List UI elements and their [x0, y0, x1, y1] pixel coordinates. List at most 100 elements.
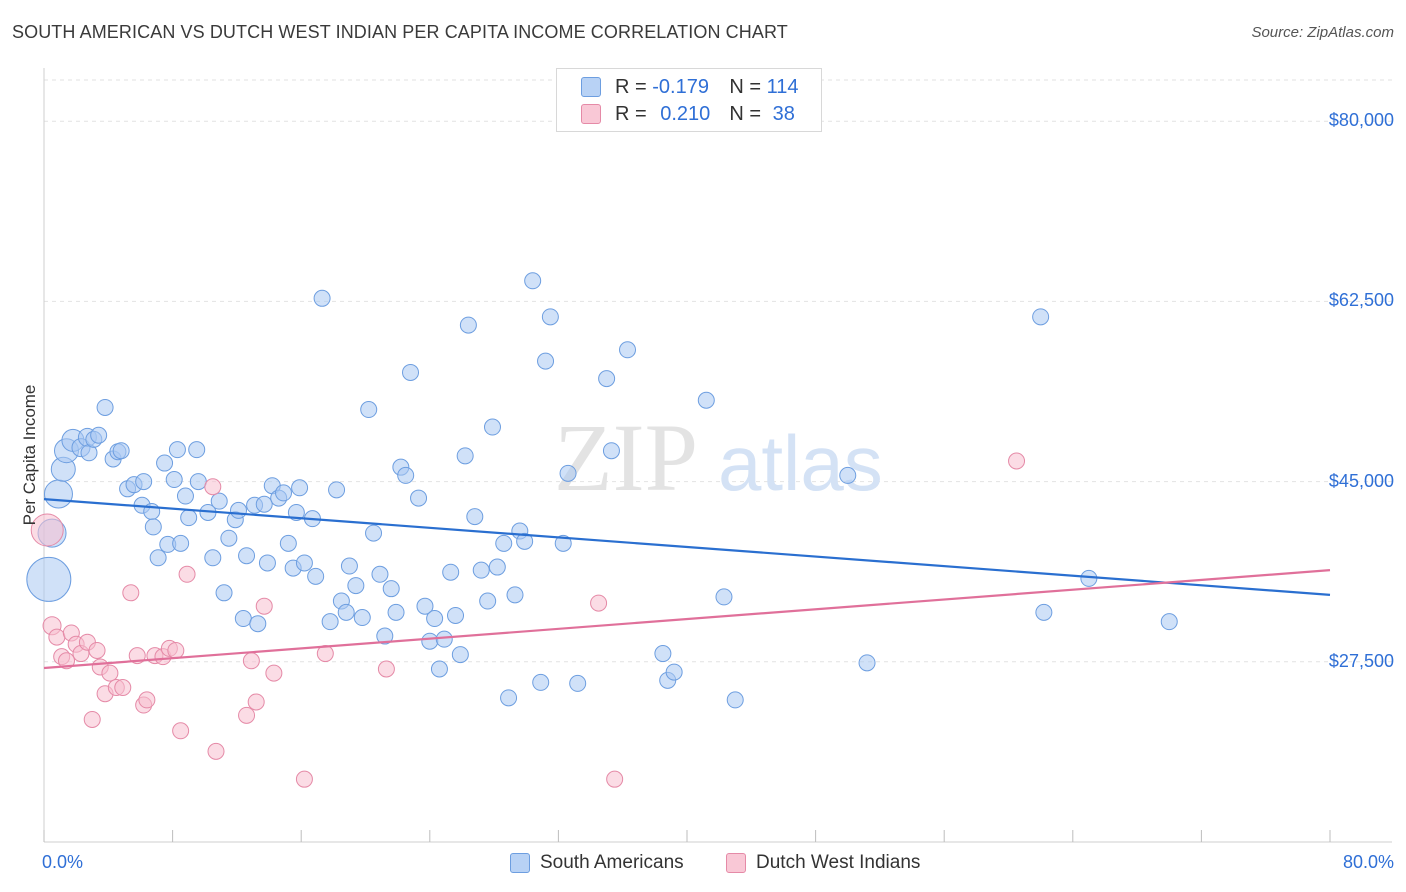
data-point [337, 603, 355, 621]
legend-series-name: Dutch West Indians [756, 852, 921, 873]
data-point [30, 513, 64, 547]
legend-n-label: N = [729, 102, 762, 125]
data-point [307, 567, 325, 585]
data-point [1008, 452, 1026, 470]
trend-lines [43, 498, 1331, 670]
data-point [839, 466, 857, 484]
data-point [371, 565, 389, 583]
data-point [479, 592, 497, 610]
data-point [295, 554, 313, 572]
legend-swatch-blue [581, 77, 601, 97]
data-point [697, 391, 715, 409]
legend-n-value: 38 [772, 102, 795, 125]
data-point [426, 610, 444, 628]
data-point [189, 473, 207, 491]
data-point [101, 664, 119, 682]
data-point [726, 691, 744, 709]
data-point [26, 556, 72, 602]
stats-legend: R = -0.179 N = 114 R = 0.210 N = 38 [556, 68, 822, 132]
data-point [295, 770, 313, 788]
data-point [340, 557, 358, 575]
data-point [291, 479, 309, 497]
trend-line [43, 569, 1331, 670]
data-point [96, 398, 114, 416]
data-point [242, 652, 260, 670]
data-point [495, 534, 513, 552]
data-point [602, 442, 620, 460]
data-point [138, 691, 156, 709]
data-point [590, 594, 608, 612]
data-point [255, 495, 273, 513]
data-point [654, 645, 672, 663]
data-point [377, 660, 395, 678]
data-point [451, 646, 469, 664]
data-point [176, 487, 194, 505]
data-point [598, 370, 616, 388]
data-point [430, 660, 448, 678]
data-point [313, 289, 331, 307]
legend-row-south-americans: R = -0.179 N = 114 [581, 75, 799, 99]
data-point [178, 565, 196, 583]
data-point [149, 549, 167, 567]
data-point [255, 597, 273, 615]
data-point [58, 652, 76, 670]
legend-swatch-blue [510, 853, 530, 873]
x-tick-label-max: 80.0% [1342, 852, 1394, 872]
data-point [156, 454, 174, 472]
source-credit: Source: ZipAtlas.com [1251, 24, 1394, 41]
data-point [249, 615, 267, 633]
y-tick-label: $45,000 [1328, 470, 1394, 491]
data-point [275, 484, 293, 502]
legend-row-dutch-west-indians: R = 0.210 N = 38 [581, 102, 795, 126]
data-point [665, 663, 683, 681]
data-point [238, 706, 256, 724]
data-point [416, 597, 434, 615]
legend-r-value: 0.210 [660, 102, 711, 125]
data-point [516, 532, 534, 550]
data-point [172, 534, 190, 552]
data-point [258, 554, 276, 572]
data-point [715, 588, 733, 606]
data-point [220, 529, 238, 547]
legend-r-label: R = [615, 75, 647, 98]
axes [43, 68, 1392, 843]
data-point [279, 534, 297, 552]
data-point [265, 664, 283, 682]
data-point [382, 580, 400, 598]
data-point [483, 418, 501, 436]
data-point [569, 674, 587, 692]
legend-n-label: N = [729, 75, 762, 98]
legend-r-value: -0.179 [652, 75, 709, 98]
data-point [442, 563, 460, 581]
y-axis-label: Per Capita Income [20, 384, 39, 526]
data-point [210, 492, 228, 510]
trend-line [43, 498, 1331, 596]
data-point [1035, 603, 1053, 621]
data-point [144, 518, 162, 536]
data-point [435, 630, 453, 648]
data-point [172, 722, 190, 740]
data-point [554, 534, 572, 552]
data-point [48, 628, 66, 646]
data-point [43, 479, 73, 509]
legend-r-label: R = [615, 102, 647, 125]
series-legend: South Americans Dutch West Indians [0, 852, 1406, 878]
data-point [619, 341, 637, 359]
chart-title: SOUTH AMERICAN VS DUTCH WEST INDIAN PER … [12, 22, 788, 42]
data-point [447, 606, 465, 624]
series-south-americans [26, 272, 1178, 709]
legend-swatch-pink [726, 853, 746, 873]
data-point [83, 710, 101, 728]
data-point [488, 558, 506, 576]
data-point [421, 632, 439, 650]
data-point [500, 689, 518, 707]
data-point [321, 613, 339, 631]
data-point [204, 478, 222, 496]
data-point [234, 610, 252, 628]
data-point [402, 363, 420, 381]
data-point [247, 693, 265, 711]
data-point [376, 627, 394, 645]
data-point [506, 586, 524, 604]
data-point [472, 561, 490, 579]
data-point [606, 770, 624, 788]
